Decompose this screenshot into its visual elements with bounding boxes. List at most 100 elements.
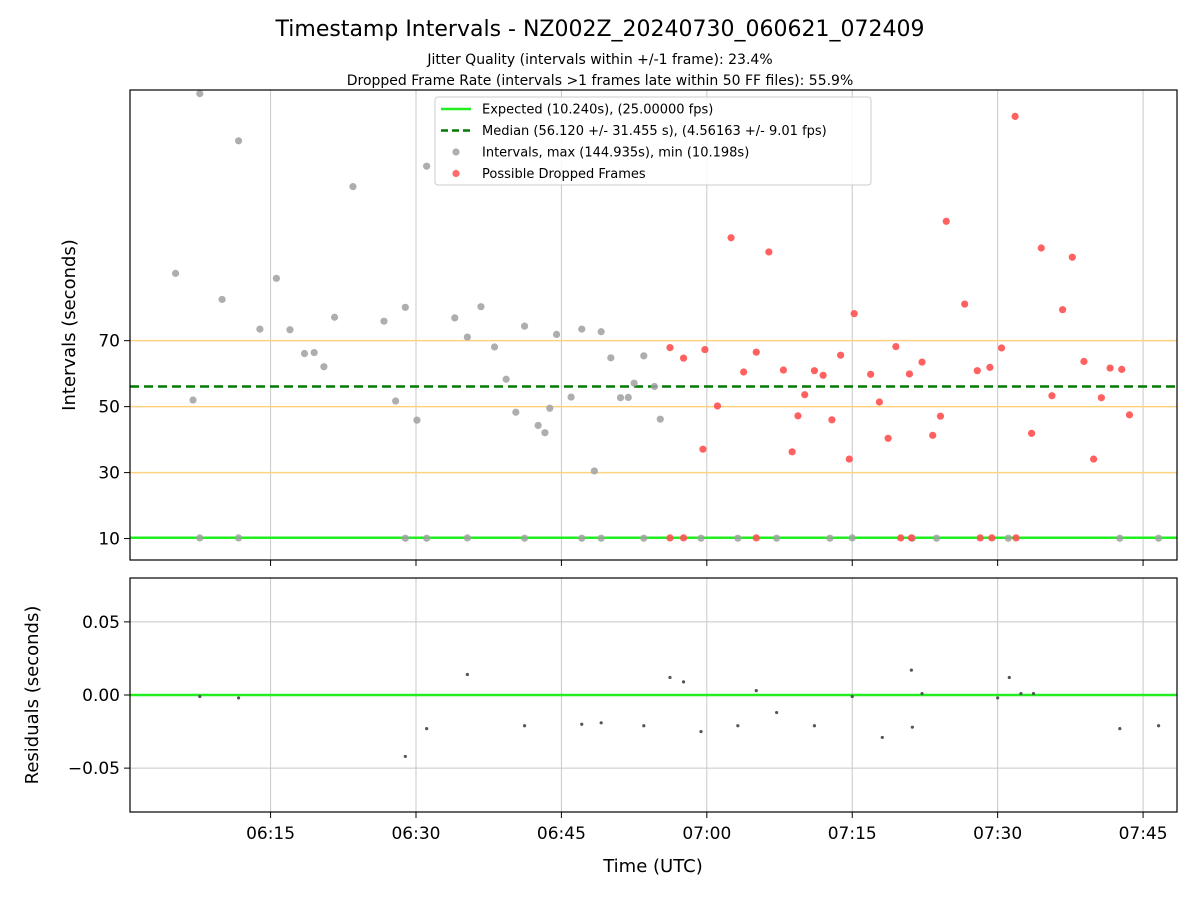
dropped-frame-point <box>801 391 809 399</box>
dropped-frame-point <box>819 371 827 379</box>
interval-point <box>578 325 586 333</box>
chart-title: Timestamp Intervals - NZ002Z_20240730_06… <box>275 17 925 42</box>
interval-point <box>640 352 648 360</box>
interval-point <box>734 534 742 542</box>
dropped-frame-point <box>810 367 819 375</box>
interval-point <box>189 396 197 404</box>
dropped-frame-point <box>976 534 984 542</box>
residual-point <box>850 694 854 699</box>
interval-point <box>697 534 705 542</box>
dropped-frame-point <box>765 248 773 256</box>
residual-point <box>775 710 779 715</box>
interval-point <box>256 325 264 333</box>
residual-point <box>580 722 584 726</box>
residual-point <box>699 729 703 734</box>
interval-point <box>423 534 431 542</box>
residual-point <box>1019 691 1023 696</box>
dropped-frame-point <box>884 434 892 442</box>
dropped-frame-point <box>936 412 945 420</box>
legend-intervals-swatch <box>452 148 460 156</box>
dropped-frame-point <box>1037 244 1045 252</box>
residual-point <box>1007 675 1011 680</box>
interval-point <box>932 534 941 542</box>
residual-point <box>1118 727 1122 731</box>
interval-point <box>650 382 659 391</box>
interval-point <box>349 183 357 191</box>
residual-point <box>668 675 672 680</box>
dropped-frame-point <box>713 402 722 410</box>
interval-point <box>848 534 856 542</box>
dropped-frame-point <box>892 343 900 351</box>
legend-intervals-label: Intervals, max (144.935s), min (10.198s) <box>482 146 749 161</box>
dropped-frame-point <box>1048 392 1056 400</box>
intervals-plot-frame <box>129 89 1178 561</box>
x-tick-label: 07:30 <box>973 824 1022 844</box>
residual-point <box>754 689 758 693</box>
interval-point <box>286 326 294 334</box>
intervals-y-axis-label: Intervals (seconds) <box>59 239 80 411</box>
x-tick-label: 07:45 <box>1119 824 1168 844</box>
interval-point <box>463 534 471 542</box>
legend-expected-label: Expected (10.240s), (25.00000 fps) <box>482 103 713 118</box>
residual-point <box>920 691 924 696</box>
interval-point <box>640 534 648 542</box>
interval-point <box>624 393 632 401</box>
y-tick-label: 50 <box>98 398 120 418</box>
interval-point <box>451 314 459 322</box>
residual-point <box>736 724 740 728</box>
interval-point <box>597 534 605 542</box>
dropped-frame-point <box>897 534 905 542</box>
dropped-frame-point <box>986 363 994 371</box>
residual-point <box>880 735 884 740</box>
residual-point <box>681 680 686 684</box>
y-tick-label: −0.05 <box>68 759 120 779</box>
intervals-plot: 10 30 50 70 <box>98 89 1178 566</box>
interval-point <box>330 313 339 321</box>
legend-box <box>434 96 872 186</box>
dropped-frame-point <box>699 445 707 453</box>
interval-point <box>401 534 409 542</box>
dropped-frame-point <box>828 416 836 424</box>
interval-point <box>310 348 318 357</box>
interval-point <box>546 404 554 412</box>
interval-point <box>477 303 485 311</box>
interval-point <box>590 467 598 475</box>
y-tick-label: 10 <box>98 530 120 550</box>
residual-point <box>522 724 527 728</box>
residual-point <box>465 672 469 677</box>
dropped-frame-point <box>1059 306 1067 314</box>
dropped-frame-point <box>942 217 950 225</box>
residual-point <box>236 696 241 700</box>
interval-point <box>773 534 781 542</box>
jitter-quality-subtitle: Jitter Quality (intervals within +/-1 fr… <box>426 52 772 68</box>
dropped-frame-point <box>666 343 674 352</box>
dropped-frame-point <box>918 358 926 366</box>
interval-point <box>520 534 529 542</box>
dropped-frame-point <box>997 344 1006 352</box>
interval-point <box>826 534 834 542</box>
dropped-frame-point <box>701 345 709 354</box>
dropped-frame-point <box>845 455 853 463</box>
interval-point <box>1116 534 1124 542</box>
dropped-frame-point <box>788 448 796 456</box>
dropped-frame-point <box>752 534 760 542</box>
y-tick-label: 0.05 <box>82 613 120 633</box>
interval-point <box>320 363 328 371</box>
dropped-frame-point <box>961 300 969 308</box>
dropped-frame-point <box>1097 394 1105 402</box>
dropped-frame-point <box>779 366 788 374</box>
x-tick-label: 06:45 <box>537 824 586 844</box>
interval-point <box>413 416 421 424</box>
interval-point <box>272 274 280 282</box>
legend: Expected (10.240s), (25.00000 fps) Median… <box>434 96 872 186</box>
dropped-frame-point <box>907 534 915 542</box>
interval-point <box>196 534 204 542</box>
interval-point <box>520 322 529 330</box>
y-tick-label: 70 <box>98 332 120 352</box>
dropped-frame-point <box>837 351 845 359</box>
x-tick-label: 07:00 <box>682 824 731 844</box>
interval-point <box>1154 534 1163 542</box>
interval-point <box>578 534 586 542</box>
dropped-frame-point <box>1012 534 1020 542</box>
dropped-frame-point <box>1118 365 1126 373</box>
